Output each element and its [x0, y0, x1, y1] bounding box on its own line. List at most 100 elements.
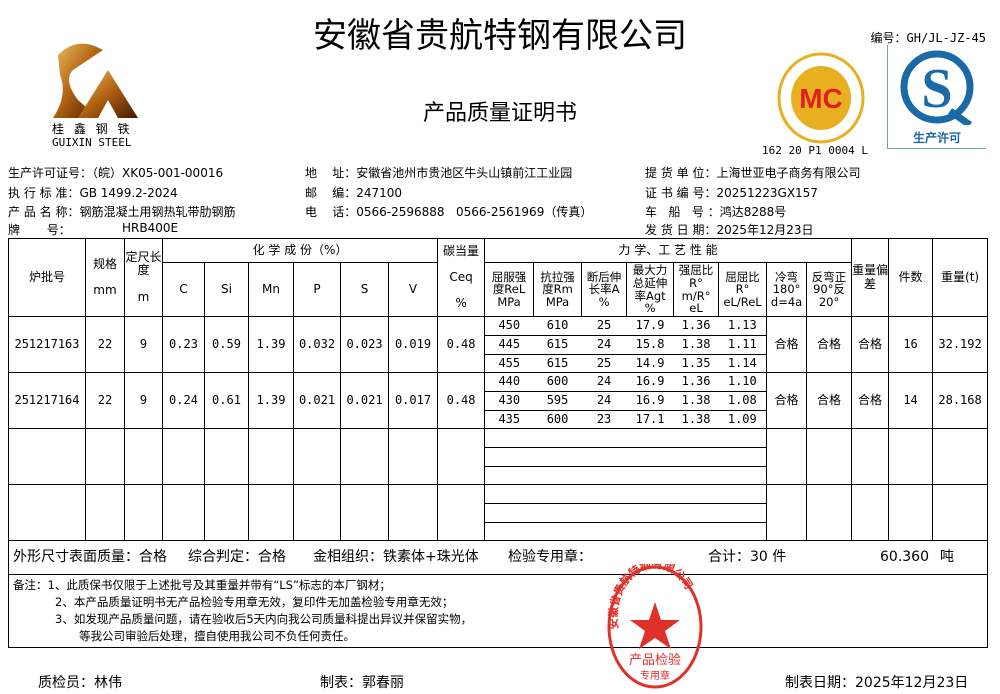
mech-value: 600 [533, 410, 582, 429]
logo-en: GUIXIN STEEL [52, 136, 132, 149]
mech-value: 16.9 [626, 391, 674, 411]
table-row: 251217163 22 9 0.23 0.59 1.39 0.032 0.023 0.019 0… [8, 316, 989, 373]
ceq-value: 0.48 [437, 316, 486, 373]
mech-value [718, 466, 768, 485]
pieces: 16 [888, 316, 934, 373]
chem-value: 0.021 [293, 372, 341, 429]
inspector: 质检员：林伟 [38, 675, 122, 691]
mech-value: 615 [533, 335, 582, 355]
cold-bend [766, 484, 808, 541]
header-spec: 规格 mm [85, 238, 125, 317]
header-weight: 重量(t) [932, 238, 989, 317]
overall-judgement: 综合判定：合格 [188, 548, 286, 565]
ceq-value [437, 484, 486, 541]
table-row [8, 428, 989, 485]
mech-value: 17.1 [626, 410, 674, 429]
logo-cn: 桂 鑫 钢 铁 [52, 122, 133, 136]
header-mech-col: 断后伸长率A % [581, 262, 628, 317]
chem-value [293, 428, 341, 485]
mech-value: 1.08 [718, 391, 768, 411]
stamp-label: 检验专用章： [508, 548, 592, 565]
mech-value: 1.38 [673, 410, 719, 429]
chem-value: 0.61 [204, 372, 249, 429]
weight-unit: 吨 [940, 548, 954, 565]
rebend [806, 484, 853, 541]
mech-value [533, 522, 582, 541]
weight: 32.192 [932, 316, 989, 373]
chem-value [293, 484, 341, 541]
chem-value [248, 484, 294, 541]
mech-value: 1.13 [718, 316, 768, 336]
guixin-logo [48, 40, 148, 120]
mech-value: 24 [581, 335, 627, 355]
certificate-no: 证 书 编 号：20251223GX157 [645, 186, 818, 200]
weight-deviation: 合格 [851, 316, 890, 373]
ceq-value: 0.48 [437, 372, 486, 429]
mech-value: 610 [533, 316, 582, 336]
batch-no: 251217163 [8, 316, 86, 373]
chem-value [340, 428, 389, 485]
chem-value: 1.39 [248, 372, 294, 429]
mech-value [718, 484, 768, 504]
mech-value: 615 [533, 354, 582, 373]
mech-value [484, 466, 534, 485]
qs-license-logo: S 生产许可 [887, 45, 986, 149]
mech-value: 450 [484, 316, 534, 336]
header-mech-col: 强屈比R° m/R° eL [673, 262, 720, 317]
weight [932, 484, 989, 541]
mech-value [673, 466, 719, 485]
rebend [806, 428, 853, 485]
table-row [9, 447, 988, 467]
mech-value [484, 447, 534, 467]
document-number: 编号：GH/JL-JZ-45 [870, 31, 986, 45]
mech-value: 1.10 [718, 372, 768, 392]
svg-text:S: S [921, 58, 952, 120]
total-weight: 60.360 [880, 548, 929, 565]
header-chem-col: P [293, 262, 341, 317]
standard: 执 行 标 准：GB 1499.2-2024 [8, 186, 178, 200]
mech-value [533, 428, 582, 448]
address: 地 址：安徽省池州市贵池区牛头山镇前江工业园 [305, 166, 573, 180]
postcode: 邮 编：247100 [305, 186, 403, 200]
mech-value [626, 428, 674, 448]
mech-value [673, 522, 719, 541]
header-pieces: 件数 [888, 238, 934, 317]
mech-value [533, 447, 582, 467]
mech-value [581, 428, 627, 448]
mech-value: 440 [484, 372, 534, 392]
table-row [9, 522, 988, 541]
remark-3: 3、如发现产品质量问题，请在验收后5天内向我公司质量科提出异议并保留实物， [55, 612, 473, 626]
vehicle-no: 车 船 号 ：鸿达8288号 [645, 205, 787, 219]
length [124, 484, 163, 541]
chem-value [248, 428, 294, 485]
mech-value [626, 484, 674, 504]
mc-cert-code: 162 20 P1 0004 L [762, 144, 868, 157]
mech-value [581, 522, 627, 541]
chem-value: 0.23 [162, 316, 205, 373]
mech-value: 25 [581, 316, 627, 336]
mech-value [673, 447, 719, 467]
summary-row: 外形尺寸表面质量：合格 综合判定：合格 金相组织：铁素体+珠光体 检验专用章： … [7, 540, 989, 575]
header-chem-col: V [387, 262, 439, 317]
company-title: 安徽省贵航特钢有限公司 [313, 16, 687, 56]
pieces [888, 484, 934, 541]
qs-label: 生产许可 [912, 131, 961, 145]
mech-value: 1.09 [718, 410, 768, 429]
chem-value [387, 484, 439, 541]
spec: 22 [85, 316, 125, 373]
mech-value: 435 [484, 410, 534, 429]
mech-value: 1.38 [673, 391, 719, 411]
table-maker: 制表：郭春丽 [320, 675, 404, 691]
grade: HRB400E [122, 221, 179, 235]
mech-value: 430 [484, 391, 534, 411]
cold-bend [766, 428, 808, 485]
length: 9 [124, 372, 163, 429]
svg-text:MC: MC [799, 83, 843, 114]
spec: 22 [85, 372, 125, 429]
mech-value: 600 [533, 372, 582, 392]
header-chem-col: Mn [248, 262, 294, 317]
inspection-stamp: 安徽省贵航特钢有限公司 产品检验 专用章 [605, 557, 705, 694]
table-row [9, 503, 988, 523]
mech-value: 24 [581, 372, 627, 392]
